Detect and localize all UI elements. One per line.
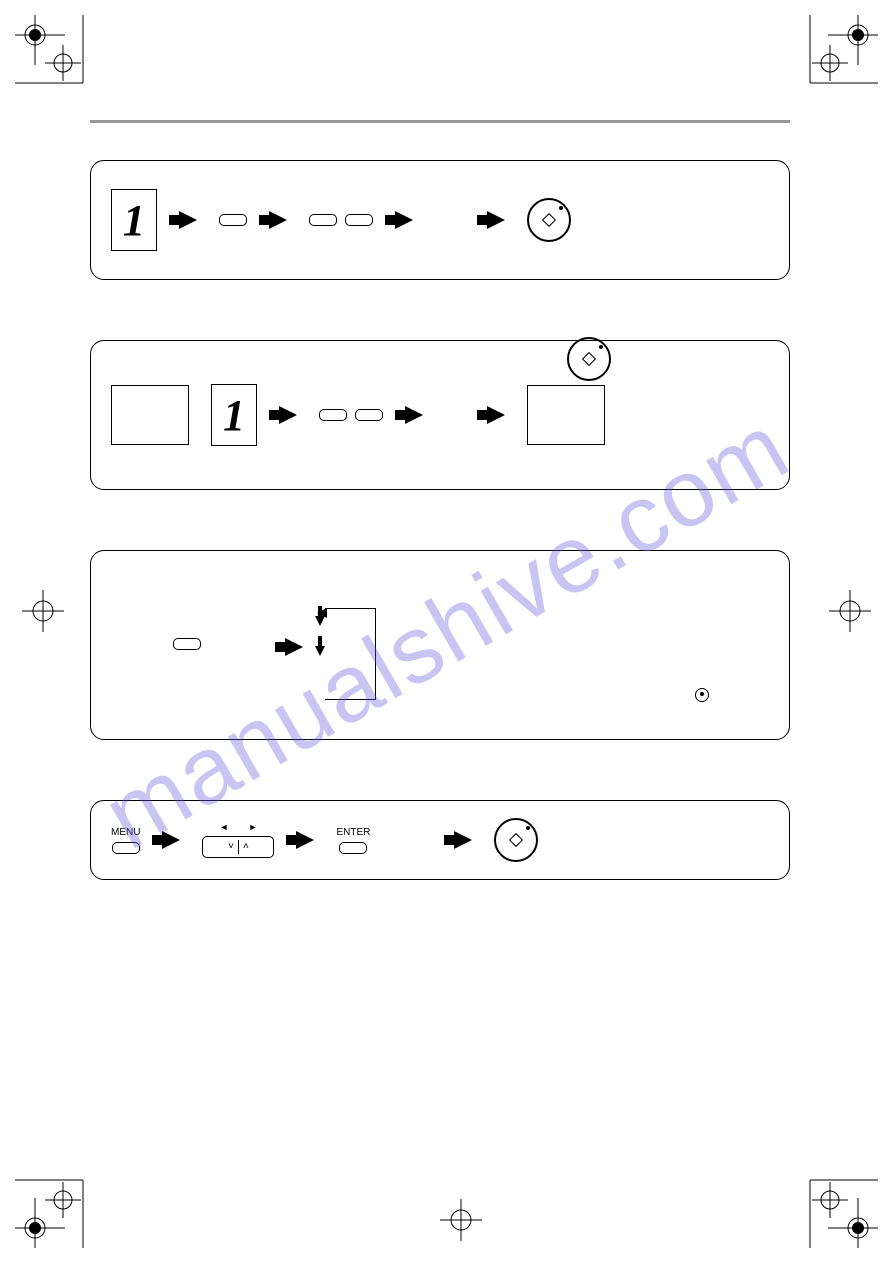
button-pill[interactable] [219,214,247,226]
start-dial-button[interactable] [527,198,571,242]
crop-mark-icon [15,1178,85,1248]
arrow-icon [487,211,505,229]
registration-mark-icon [829,590,871,632]
page-divider [90,120,790,123]
registration-mark-icon [22,590,64,632]
button-pill-pair[interactable] [319,409,383,421]
instruction-panel-3 [90,550,790,740]
menu-label: MENU [111,827,140,838]
menu-button[interactable]: MENU [111,827,140,854]
instruction-panel-1: 1 [90,160,790,280]
nav-arrows-button[interactable]: ◄► ˅ ˄ [202,822,274,858]
registration-mark-icon [440,1199,482,1241]
crop-mark-icon [808,15,878,85]
arrow-icon [162,831,180,849]
button-pill[interactable] [173,638,201,650]
step-number-box: 1 [111,189,157,251]
arrow-icon [269,211,287,229]
enter-button[interactable]: ENTER [336,827,370,854]
start-dial-button[interactable] [494,818,538,862]
arrow-icon [395,211,413,229]
instruction-panel-4: MENU ◄► ˅ ˄ ENTER [90,800,790,880]
display-with-dial [527,385,605,445]
arrow-icon [179,211,197,229]
arrow-icon [454,831,472,849]
arrow-icon [296,831,314,849]
arrow-icon [405,406,423,424]
arrow-icon [279,406,297,424]
panels-container: 1 1 [90,160,790,940]
loop-diagram [325,608,376,700]
crop-mark-icon [15,15,85,85]
button-pill-pair[interactable] [309,214,373,226]
indicator-dot-icon [695,688,709,702]
step-number-box: 1 [211,384,257,446]
crop-mark-icon [808,1178,878,1248]
start-dial-button[interactable] [567,337,611,381]
instruction-panel-2: 1 [90,340,790,490]
arrow-icon [285,638,303,656]
enter-label: ENTER [336,827,370,838]
arrow-icon [487,406,505,424]
display-box [111,385,189,445]
